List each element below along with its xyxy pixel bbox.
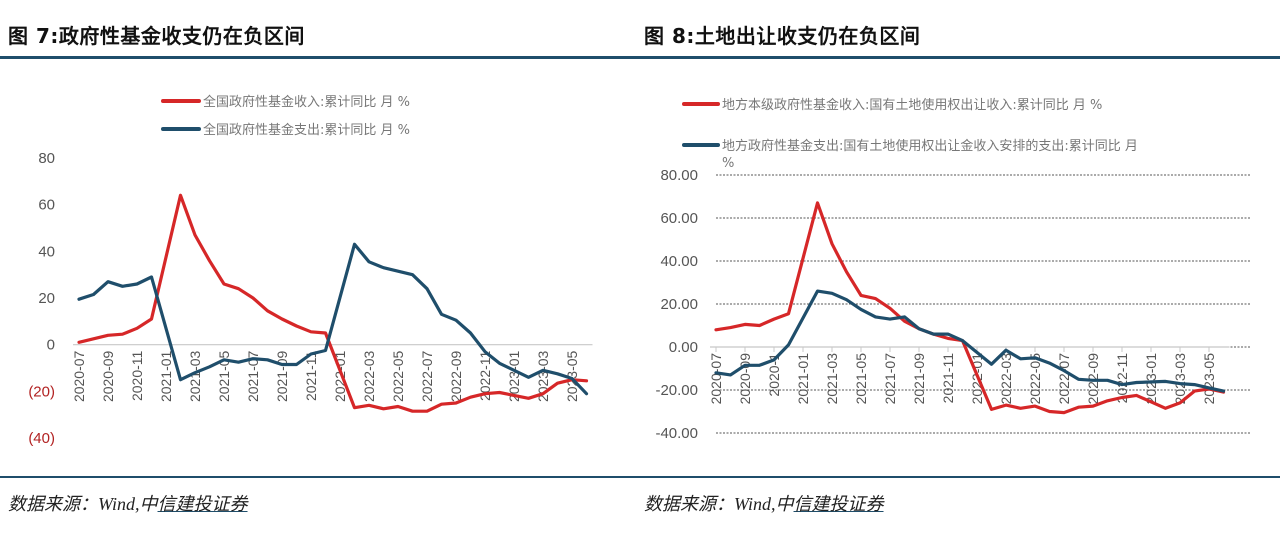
- figure-8-panel: 图 8:土地出让收支仍在负区间 地方本级政府性基金收入:国有土地使用权出让收入:…: [640, 0, 1280, 534]
- y-tick-label: 80.00: [660, 167, 698, 184]
- x-tick-label: 2020-11: [129, 350, 145, 401]
- source-note: 数据来源：Wind,中信建投证券: [644, 490, 884, 516]
- y-tick-label: 20: [38, 290, 55, 307]
- y-tick-label: 40: [38, 243, 55, 260]
- source-underlined: 信建投证券: [793, 494, 884, 514]
- x-tick-label: 2021-11: [303, 350, 319, 401]
- legend-item: 地方本级政府性基金收入:国有土地使用权出让收入:累计同比 月 %: [682, 97, 1102, 113]
- x-tick-label: 2022-07: [1056, 353, 1072, 405]
- chart-figure-7: 全国政府性基金收入:累计同比 月 % 全国政府性基金支出:累计同比 月 % 80 60…: [28, 94, 593, 447]
- source-note: 数据来源：Wind,中信建投证券: [8, 490, 248, 516]
- x-tick-label: 2022-07: [419, 350, 435, 402]
- x-tick-label: 2023-05: [564, 350, 580, 402]
- source-prefix: 数据来源：Wind,中: [8, 494, 158, 514]
- source-underlined: 信建投证券: [157, 494, 248, 514]
- source-rule: [0, 476, 640, 478]
- x-tick-label: 2023-01: [506, 350, 522, 402]
- y-tick-label: 80: [38, 150, 55, 167]
- x-tick-label: 2022-03: [998, 353, 1014, 405]
- legend-label: 地方本级政府性基金收入:国有土地使用权出让收入:累计同比 月 %: [722, 97, 1102, 113]
- source-rule: [640, 476, 1280, 478]
- x-tick-label: 2022-09: [1085, 353, 1101, 405]
- legend-item: 全国政府性基金支出:累计同比 月 %: [161, 122, 410, 138]
- x-tick-label: 2021-09: [911, 353, 927, 405]
- legend-label: 全国政府性基金支出:累计同比 月 %: [203, 122, 410, 138]
- x-tick-label: 2021-03: [187, 350, 203, 402]
- x-tick-label: 2022-03: [361, 350, 377, 402]
- y-tick-label: -40.00: [655, 425, 698, 442]
- x-tick-label: 2022-09: [448, 350, 464, 402]
- source-prefix: 数据来源：Wind,中: [644, 494, 794, 514]
- y-tick-label: (40): [28, 430, 55, 447]
- x-tick-label: 2023-05: [1201, 353, 1217, 405]
- legend-item: 全国政府性基金收入:累计同比 月 %: [161, 94, 410, 110]
- x-tick-label: 2021-03: [824, 353, 840, 405]
- x-tick-label: 2022-05: [390, 350, 406, 402]
- y-tick-label: (20): [28, 383, 55, 400]
- x-tick-label: 2022-11: [1114, 353, 1130, 404]
- y-tick-label: 0: [47, 337, 55, 354]
- x-tick-label: 2021-09: [274, 350, 290, 402]
- x-tick-label: 2022-11: [477, 350, 493, 401]
- y-tick-label: 0.00: [669, 339, 698, 356]
- x-tick-label: 2021-07: [245, 350, 261, 402]
- x-tick-label: 2021-07: [882, 353, 898, 405]
- legend-item: 地方政府性基金支出:国有土地使用权出让金收入安排的支出:累计同比 月: [682, 138, 1138, 154]
- figure-7-panel: 图 7:政府性基金收支仍在负区间 全国政府性基金收入:累计同比 月 % 全国政府性…: [0, 24, 640, 516]
- y-tick-label: 20.00: [660, 296, 698, 313]
- y-tick-label: 40.00: [660, 253, 698, 270]
- x-tick-label: 2020-09: [100, 350, 116, 402]
- figure-title: 图 7:政府性基金收支仍在负区间: [8, 24, 305, 48]
- x-tick-label: 2022-05: [1027, 353, 1043, 405]
- chart-figure-8: 地方本级政府性基金收入:国有土地使用权出让收入:累计同比 月 % 地方政府性基金支…: [655, 97, 1250, 442]
- x-tick-label: 2023-01: [1143, 353, 1159, 405]
- x-tick-label: 2020-1: [766, 353, 782, 397]
- y-tick-label: 60: [38, 197, 55, 214]
- legend-label: 全国政府性基金收入:累计同比 月 %: [203, 94, 410, 110]
- x-tick-label: 2021-01: [795, 353, 811, 405]
- title-rule: [640, 56, 1280, 59]
- x-tick-label: 2021-05: [853, 353, 869, 405]
- x-tick-label: 2021-11: [940, 353, 956, 404]
- figure-title: 图 8:土地出让收支仍在负区间: [644, 24, 921, 48]
- legend-label-wrap: %: [722, 156, 734, 171]
- title-rule: [0, 56, 640, 59]
- x-tick-label: 2020-09: [737, 353, 753, 405]
- x-tick-label: 2021-01: [158, 350, 174, 402]
- x-tick-label: 2020-07: [708, 353, 724, 405]
- legend-label: 地方政府性基金支出:国有土地使用权出让金收入安排的支出:累计同比 月: [722, 138, 1138, 154]
- y-tick-label: -20.00: [655, 382, 698, 399]
- x-tick-label: 2020-07: [71, 350, 87, 402]
- y-tick-label: 60.00: [660, 210, 698, 227]
- x-tick-label: 2023-03: [1172, 353, 1188, 405]
